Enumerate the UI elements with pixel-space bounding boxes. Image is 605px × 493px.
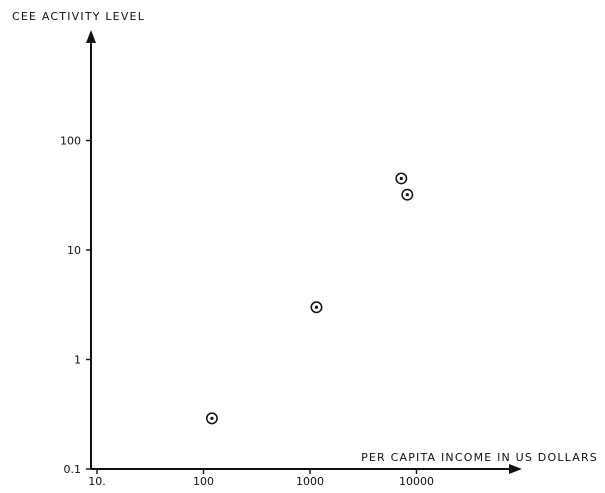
x-axis-arrowhead <box>509 464 522 474</box>
x-axis-title: PER CAPITA INCOME IN US DOLLARS <box>361 451 598 464</box>
x-tick-label: 100 <box>193 475 214 488</box>
data-point-center <box>405 193 409 197</box>
y-tick-label: 0.1 <box>64 463 82 476</box>
y-tick-label: 1 <box>74 354 81 367</box>
y-axis-arrowhead <box>86 30 96 43</box>
points-layer <box>205 172 414 425</box>
y-axis-title: CEE ACTIVITY LEVEL <box>12 10 145 23</box>
y-tick-label: 100 <box>60 135 81 148</box>
x-tick-label: 10000 <box>399 475 434 488</box>
x-tick-label: 10. <box>88 475 106 488</box>
axes-layer <box>86 30 522 474</box>
data-point-center <box>399 176 403 181</box>
data-point-center <box>210 416 214 420</box>
data-point <box>205 412 218 425</box>
data-point <box>401 188 414 201</box>
data-point <box>395 172 408 185</box>
y-tick-label: 10 <box>67 244 81 257</box>
x-tick-label: 1000 <box>296 475 324 488</box>
data-point-center <box>314 305 319 309</box>
data-point <box>310 301 323 314</box>
ticks-layer: 0.1 1 10 100 10. 100 1000 10000 <box>60 135 434 489</box>
